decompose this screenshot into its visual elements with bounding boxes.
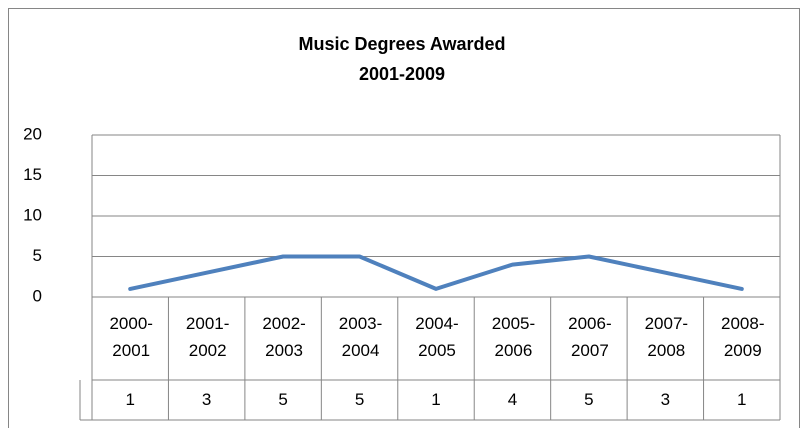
table-value: 5 bbox=[584, 390, 594, 409]
x-tick-label: 2006-2007 bbox=[568, 314, 612, 360]
table-value: 4 bbox=[507, 390, 518, 409]
table-value: 5 bbox=[278, 390, 288, 409]
x-tick-label: 2001-2002 bbox=[185, 314, 230, 360]
table-value: 3 bbox=[660, 390, 671, 409]
line bbox=[128, 254, 744, 291]
y-tick-label: 5 bbox=[33, 246, 42, 265]
x-tick-label: 2005-2006 bbox=[491, 314, 536, 360]
x-tick-label: 2003-2004 bbox=[338, 314, 383, 360]
x-tick-label: 2000-2001 bbox=[109, 314, 153, 360]
table-value: 5 bbox=[354, 390, 365, 409]
table-value: 1 bbox=[431, 390, 441, 409]
y-tick-label: 0 bbox=[33, 286, 42, 305]
x-tick-label: 2002-2003 bbox=[262, 314, 306, 360]
table-value: 1 bbox=[737, 390, 747, 409]
chart-subtitle: 2001-2009 bbox=[359, 64, 445, 84]
x-tick-label: 2008-2009 bbox=[721, 314, 765, 360]
y-tick-label: 15 bbox=[23, 165, 42, 184]
y-tick-label: 20 bbox=[23, 124, 42, 143]
x-tick-label: 2004-2005 bbox=[415, 314, 459, 360]
table-value: 1 bbox=[125, 390, 135, 409]
y-tick-label: 10 bbox=[23, 205, 42, 224]
chart-title: Music Degrees Awarded bbox=[298, 34, 505, 54]
chart-border bbox=[8, 8, 800, 428]
table-value: 3 bbox=[201, 390, 212, 409]
x-tick-label: 2007-2008 bbox=[644, 314, 689, 360]
